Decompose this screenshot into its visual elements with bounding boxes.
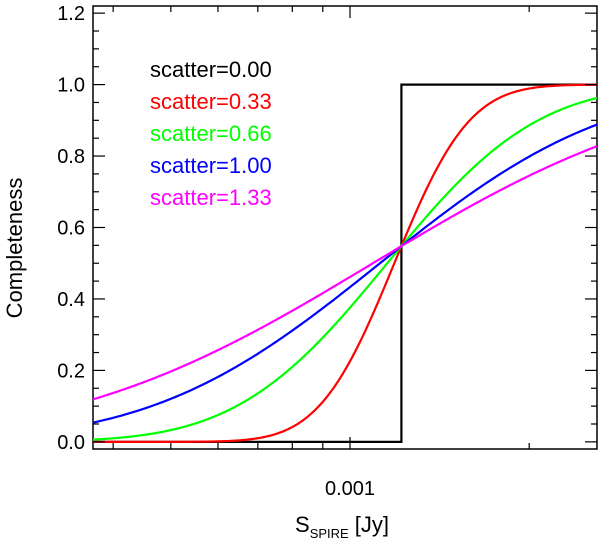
- x-axis-title-sub: SPIRE: [310, 526, 349, 541]
- legend-entry-0: scatter=0.00: [150, 57, 272, 82]
- y-tick-label: 0.4: [57, 289, 85, 311]
- legend-entry-4: scatter=1.33: [150, 185, 272, 210]
- y-tick-label: 0.8: [57, 146, 85, 168]
- y-tick-label: 1.0: [57, 75, 85, 97]
- y-axis-title: Completeness: [2, 178, 27, 319]
- y-tick-label: 0.2: [57, 360, 85, 382]
- series-group: [92, 83, 598, 443]
- y-tick-label: 0.0: [57, 432, 85, 454]
- legend-entry-1: scatter=0.33: [150, 89, 272, 114]
- ticks-group: 0.0 0.2 0.4 0.6 0.8 1.0 1.2 0.001: [57, 3, 597, 500]
- series-line-1: [92, 123, 598, 424]
- series-line-1-33: [92, 145, 598, 401]
- legend-entry-3: scatter=1.00: [150, 153, 272, 178]
- legend-entry-2: scatter=0.66: [150, 121, 272, 146]
- x-axis-title-main: S: [295, 512, 310, 537]
- y-tick-label: 1.2: [57, 3, 85, 25]
- x-axis-title: SSPIRE [Jy]: [295, 512, 389, 541]
- series-line-0-66: [92, 96, 598, 441]
- series-line-0: [93, 83, 597, 443]
- x-axis-title-unit: [Jy]: [355, 512, 389, 537]
- series-line-0-33: [93, 83, 598, 443]
- x-tick-label: 0.001: [325, 478, 375, 500]
- legend: scatter=0.00 scatter=0.33 scatter=0.66 scat…: [150, 57, 272, 210]
- y-tick-label: 0.6: [57, 218, 85, 240]
